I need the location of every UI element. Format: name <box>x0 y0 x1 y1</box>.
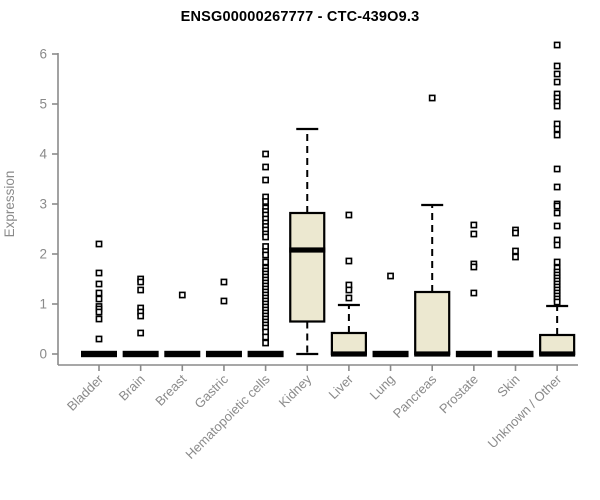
y-tick-label-3: 3 <box>39 197 47 212</box>
outlier-bladder-0 <box>95 240 103 248</box>
outlier-pancreas-0 <box>428 94 436 102</box>
hematopoietic-cells-zero-bar <box>247 350 284 358</box>
pancreas-median <box>414 351 451 357</box>
outlier-liver-3 <box>345 286 353 294</box>
outlier-brain-1 <box>137 278 145 286</box>
category-label-pancreas: Pancreas <box>390 371 440 421</box>
outlier-unknown-other-1 <box>553 62 561 70</box>
pancreas-box <box>414 290 451 356</box>
outlier-unknown-other-18 <box>553 241 561 249</box>
outlier-hematopoietic-cells-13 <box>262 233 269 241</box>
outlier-unknown-other-12 <box>553 183 561 191</box>
category-label-unknown-other: Unknown / Other <box>485 371 565 451</box>
outlier-hematopoietic-cells-0 <box>262 150 269 158</box>
category-label-bladder: Bladder <box>64 371 107 414</box>
outlier-brain-6 <box>137 329 145 337</box>
y-tick-label-0: 0 <box>39 347 47 362</box>
category-label-lung: Lung <box>367 372 398 403</box>
outlier-unknown-other-15 <box>553 209 561 217</box>
outlier-liver-0 <box>345 211 353 219</box>
y-tick-label-5: 5 <box>39 97 47 112</box>
y-tick-label-2: 2 <box>39 247 47 262</box>
outlier-brain-2 <box>137 286 145 294</box>
outlier-unknown-other-3 <box>553 78 561 86</box>
y-tick-label-6: 6 <box>39 47 47 62</box>
liver-median <box>330 351 367 357</box>
outlier-liver-1 <box>345 257 353 265</box>
outlier-bladder-3 <box>95 289 103 297</box>
outlier-bladder-1 <box>95 269 103 277</box>
outlier-gastric-1 <box>220 297 228 305</box>
kidney-box <box>289 211 326 323</box>
outlier-unknown-other-10 <box>553 131 561 139</box>
gastric-zero-bar <box>205 350 242 358</box>
prostate-zero-bar <box>455 350 492 358</box>
y-axis-title: Expression <box>2 171 17 238</box>
y-tick-label-4: 4 <box>39 147 47 162</box>
category-label-brain: Brain <box>116 372 148 404</box>
outlier-breast-0 <box>178 291 186 299</box>
outlier-unknown-other-19 <box>553 258 561 266</box>
outlier-prostate-4 <box>470 289 478 297</box>
outlier-unknown-other-0 <box>553 41 561 49</box>
outlier-prostate-3 <box>470 263 478 271</box>
category-label-liver: Liver <box>325 371 356 402</box>
outlier-unknown-other-11 <box>553 165 561 173</box>
skin-zero-bar <box>497 350 534 358</box>
bladder-zero-bar <box>81 350 117 358</box>
outlier-gastric-0 <box>220 278 228 286</box>
outlier-unknown-other-9 <box>553 125 561 133</box>
outlier-skin-2 <box>512 247 519 255</box>
brain-zero-bar <box>122 350 159 358</box>
outlier-bladder-2 <box>95 280 103 288</box>
outlier-skin-3 <box>512 253 519 261</box>
y-tick-label-1: 1 <box>39 297 47 312</box>
liver-box <box>330 331 367 356</box>
outlier-unknown-other-14 <box>553 202 561 210</box>
breast-zero-bar <box>164 350 201 358</box>
category-label-skin: Skin <box>494 372 522 400</box>
outlier-bladder-4 <box>95 295 103 303</box>
outlier-lung-0 <box>387 272 394 280</box>
outlier-hematopoietic-cells-17 <box>262 258 269 266</box>
kidney-median <box>289 247 326 253</box>
outlier-skin-1 <box>512 229 519 237</box>
outlier-bladder-7 <box>95 308 103 316</box>
category-label-breast: Breast <box>152 371 189 408</box>
outlier-bladder-9 <box>95 335 103 343</box>
outlier-hematopoietic-cells-1 <box>262 163 269 171</box>
category-label-kidney: Kidney <box>276 371 315 410</box>
outlier-liver-4 <box>345 294 353 302</box>
category-label-gastric: Gastric <box>191 371 231 411</box>
outlier-unknown-other-16 <box>553 222 561 230</box>
unknown-other-box <box>539 333 576 356</box>
outlier-unknown-other-7 <box>553 102 561 110</box>
chart-title: ENSG00000267777 - CTC-439O9.3 <box>180 9 420 25</box>
outlier-hematopoietic-cells-40 <box>262 333 269 341</box>
outlier-prostate-1 <box>470 230 478 238</box>
outlier-unknown-other-2 <box>553 70 561 78</box>
category-label-prostate: Prostate <box>436 372 481 417</box>
outlier-prostate-0 <box>470 221 478 229</box>
outlier-hematopoietic-cells-16 <box>262 251 269 259</box>
outlier-bladder-8 <box>95 315 103 323</box>
outlier-hematopoietic-cells-2 <box>262 176 269 184</box>
outlier-hematopoietic-cells-41 <box>262 339 269 347</box>
outlier-brain-5 <box>137 312 145 320</box>
lung-zero-bar <box>372 350 409 358</box>
outlier-unknown-other-31 <box>553 298 561 306</box>
unknown-other-median <box>539 351 576 357</box>
outlier-hematopoietic-cells-4 <box>262 198 269 205</box>
